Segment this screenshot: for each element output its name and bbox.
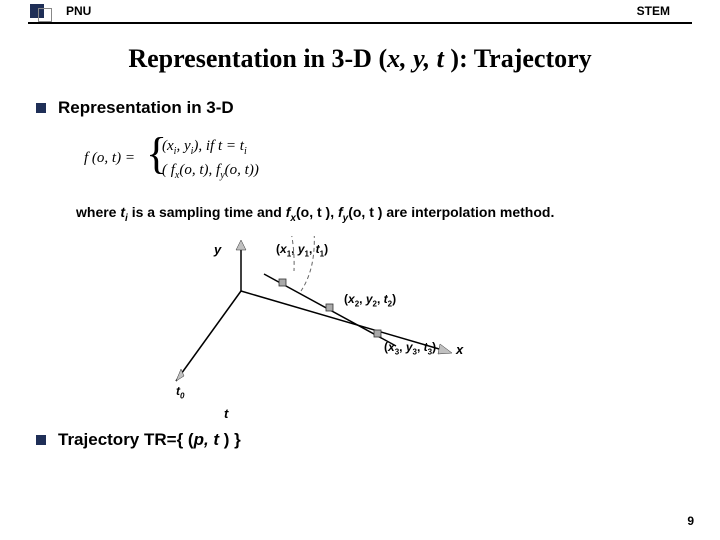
diagram-svg	[146, 236, 526, 426]
content-region: Representation in 3-D f (o, t) = { (xi, …	[0, 74, 720, 426]
formula-case1: (xi, yi), if t = ti	[162, 138, 247, 157]
slide-header: PNU STEM	[0, 0, 720, 22]
title-prefix: Representation in 3-D (	[128, 44, 387, 73]
title-suffix: ): Trajectory	[450, 44, 591, 73]
point-3-label: (x3, y3, t3)	[384, 340, 436, 356]
t-axis-label: t	[224, 406, 228, 421]
point-2-label: (x2, y2, t2)	[344, 292, 396, 308]
formula-lhs: f (o, t) =	[84, 150, 135, 167]
bullet-icon	[36, 435, 46, 445]
trajectory-diagram: y x t t0 (x1, y1, t1) (x2, y2, t2) (x3, …	[146, 236, 526, 426]
header-left-label: PNU	[66, 4, 91, 18]
bullet-1: Representation in 3-D	[36, 98, 684, 118]
note-line: where ti is a sampling time and fx(o, t …	[76, 204, 684, 224]
header-right-label: STEM	[637, 4, 670, 18]
page-number: 9	[687, 514, 694, 528]
bullet-2-text: Trajectory TR={ (p, t ) }	[58, 430, 241, 450]
header-logo-outline	[38, 8, 52, 22]
t0-label: t0	[176, 384, 184, 400]
header-divider	[28, 22, 692, 24]
bullet-icon	[36, 103, 46, 113]
x-axis-label: x	[456, 342, 463, 357]
formula-case2: ( fx(o, t), fy(o, t))	[162, 162, 259, 181]
slide-title: Representation in 3-D (x, y, t ): Trajec…	[0, 44, 720, 74]
bullet-1-text: Representation in 3-D	[58, 98, 234, 118]
bullet-2: Trajectory TR={ (p, t ) }	[36, 430, 720, 450]
point-1-label: (x1, y1, t1)	[276, 242, 328, 258]
formula: f (o, t) = { (xi, yi), if t = ti ( fx(o,…	[84, 134, 684, 190]
title-vars: x, y, t	[387, 44, 450, 73]
y-axis-label: y	[214, 242, 221, 257]
